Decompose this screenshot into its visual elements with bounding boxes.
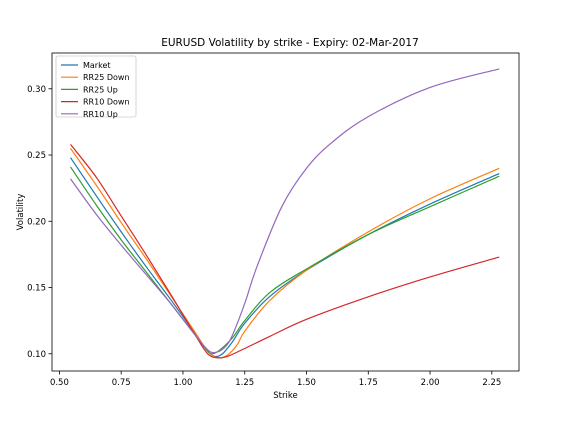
legend-label-rr10-down: RR10 Down	[83, 98, 130, 107]
series-line-rr10-down	[70, 144, 500, 359]
legend-label-market: Market	[83, 61, 111, 70]
chart-title: EURUSD Volatility by strike - Expiry: 02…	[161, 37, 419, 49]
legend-label-rr10-up: RR10 Up	[83, 110, 118, 119]
y-tick-label: 0.10	[27, 350, 46, 360]
x-tick-label: 2.00	[421, 378, 440, 388]
x-tick-label: 1.50	[297, 378, 316, 388]
legend-label-rr25-down: RR25 Down	[83, 73, 130, 82]
x-tick-label: 2.25	[482, 378, 501, 388]
x-axis-label: Strike	[273, 391, 297, 401]
x-axis: 0.50 0.75 1.00 1.25 1.50 1.75 2.00 2.25	[50, 371, 501, 388]
y-tick-label: 0.15	[27, 284, 46, 294]
x-tick-label: 1.75	[359, 378, 378, 388]
series-layer	[70, 68, 500, 359]
y-tick-label: 0.25	[27, 151, 46, 161]
y-tick-label: 0.30	[27, 85, 46, 95]
x-tick-label: 0.75	[112, 378, 131, 388]
x-tick-label: 1.25	[235, 378, 254, 388]
x-tick-label: 1.00	[173, 378, 192, 388]
plot-frame	[51, 52, 520, 372]
y-axis: 0.10 0.15 0.20 0.25 0.30	[27, 85, 52, 360]
series-line-rr10-up	[70, 68, 500, 354]
x-tick-label: 0.50	[50, 378, 69, 388]
y-tick-label: 0.20	[27, 217, 46, 227]
legend-label-rr25-up: RR25 Up	[83, 85, 118, 94]
y-axis-label: Volatility	[16, 194, 26, 231]
legend: Market RR25 Down RR25 Up RR10 Down RR10 Up	[55, 55, 137, 119]
